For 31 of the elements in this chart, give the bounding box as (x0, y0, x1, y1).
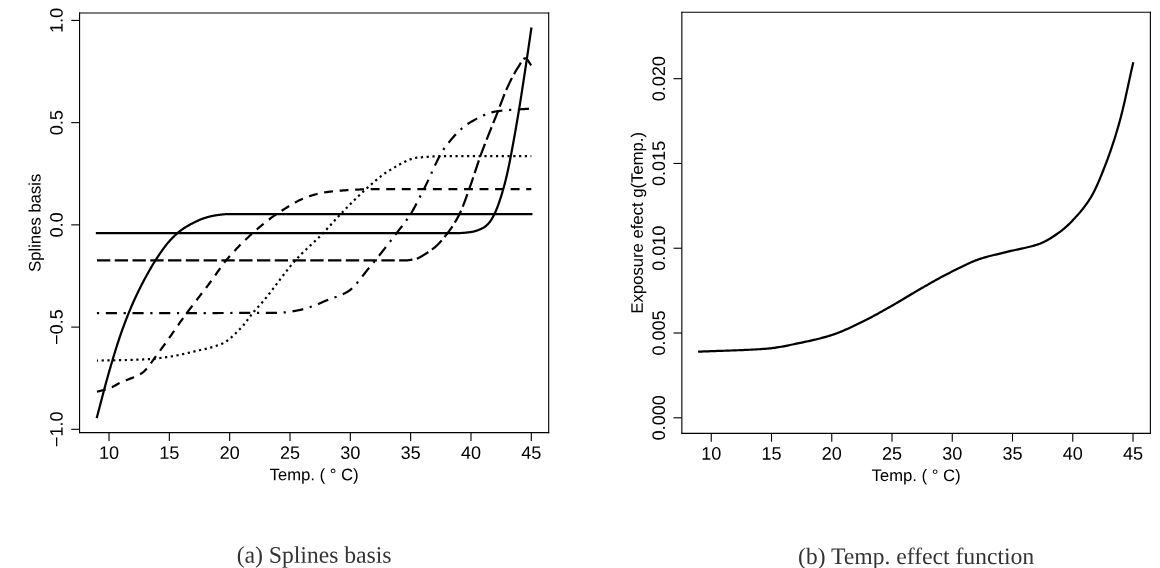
x-tick-label: 25 (882, 447, 902, 460)
x-tick-label: 15 (762, 447, 781, 460)
y-tick-label: −0.5 (50, 310, 63, 345)
x-tick-label: 45 (1123, 447, 1143, 460)
y-tick-label: 0.5 (50, 110, 63, 135)
x-axis-title: Temp. ( ° C) (269, 468, 358, 484)
x-tick-label: 15 (160, 446, 179, 460)
x-tick-label: 20 (822, 447, 842, 460)
y-tick-label: 0.020 (652, 56, 666, 101)
x-tick-label: 30 (340, 446, 360, 460)
x-tick-label: 25 (280, 446, 300, 460)
x-tick-label: 35 (1003, 447, 1022, 460)
x-tick-label: 10 (702, 447, 721, 460)
x-tick-label: 20 (220, 446, 240, 460)
y-tick-label: 0.005 (652, 311, 666, 355)
x-tick-label: 45 (521, 446, 541, 460)
x-tick-label: 10 (100, 446, 119, 460)
x-tick-label: 40 (461, 446, 481, 460)
y-tick-label: 0.0 (50, 213, 63, 237)
x-tick-label: 30 (942, 447, 962, 460)
x-tick-label: 40 (1063, 447, 1083, 460)
y-tick-label: 0.015 (652, 141, 666, 186)
y-axis-title: Splines basis (28, 174, 44, 272)
y-tick-label: −1.0 (50, 412, 63, 447)
x-tick-label: 35 (401, 446, 420, 460)
y-tick-label: 1.0 (50, 8, 63, 32)
y-tick-label: 0.010 (652, 226, 666, 271)
x-axis-title: Temp. ( ° C) (871, 468, 960, 485)
y-tick-label: 0.000 (652, 395, 666, 440)
text: (a) Splines basis (237, 546, 391, 568)
y-axis-title: Exposure efect g(Temp.) (630, 133, 647, 313)
